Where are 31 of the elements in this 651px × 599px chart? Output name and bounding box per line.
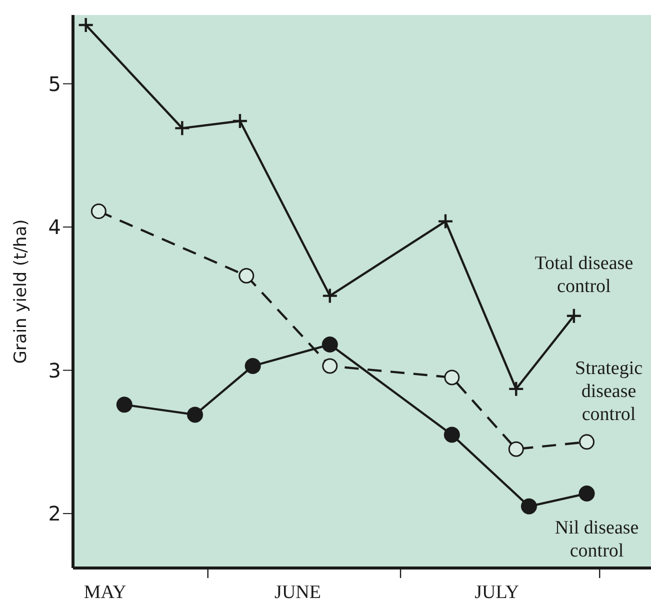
point — [520, 498, 537, 514]
point — [579, 434, 595, 450]
x-tick-label: JUNE — [274, 582, 322, 599]
y-tick-label: 2 — [48, 502, 61, 526]
point — [238, 268, 254, 284]
x-tick-label: JULY — [474, 582, 520, 599]
point — [322, 288, 338, 304]
y-tick-label: 3 — [48, 358, 61, 382]
point — [90, 204, 106, 220]
point — [508, 380, 524, 398]
point — [444, 370, 460, 386]
point — [566, 308, 582, 324]
point — [174, 120, 190, 136]
point — [187, 406, 204, 423]
y-axis-title: Grain yield (t/ha) — [11, 219, 32, 364]
point — [244, 358, 261, 374]
x-tick-label: MAY — [84, 582, 127, 599]
point — [437, 213, 454, 230]
point — [322, 358, 338, 374]
point — [444, 426, 460, 443]
series-label: Strategic disease control — [575, 358, 643, 425]
y-tick-label: 5 — [48, 72, 61, 96]
point — [116, 396, 132, 413]
series-label: Total disease control — [534, 252, 634, 297]
point — [578, 486, 595, 502]
y-tick-label: 4 — [48, 215, 61, 240]
point — [508, 441, 524, 457]
point — [78, 16, 94, 34]
point — [232, 112, 248, 130]
point — [322, 336, 338, 353]
series-label: Nil disease control — [554, 518, 639, 562]
